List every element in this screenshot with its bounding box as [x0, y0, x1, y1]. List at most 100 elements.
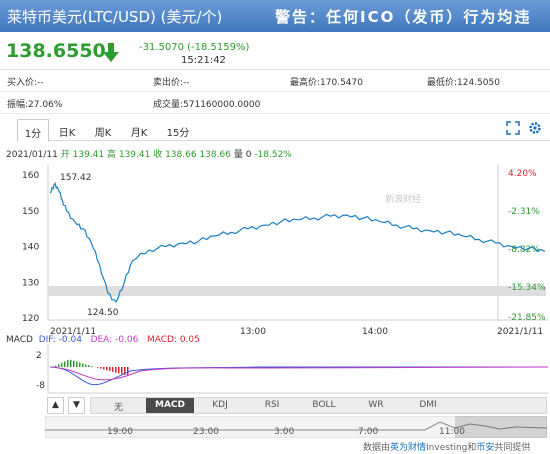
macd-label: MACD	[6, 335, 33, 345]
macd-bar	[76, 361, 78, 367]
low-price: 最低价:124.5050	[427, 78, 500, 88]
pct-tick-label: -15.34%	[508, 283, 546, 293]
bid-price: 买入价:--	[7, 78, 44, 88]
min-annotation: 124.50	[87, 308, 119, 318]
macd-bar	[118, 367, 120, 374]
credit-investing: Investing	[426, 443, 468, 453]
price-line	[49, 182, 546, 303]
fullscreen-icon[interactable]	[506, 121, 520, 135]
x-label-1400: 14:00	[362, 327, 388, 337]
macd-bar	[97, 367, 99, 368]
macd-bar	[100, 367, 102, 369]
macd-bar	[79, 362, 81, 367]
timeline-range-selector[interactable]	[455, 416, 547, 438]
pct-tick-label: -2.31%	[508, 207, 540, 217]
y-tick-label: 150	[22, 207, 39, 217]
macd-bar	[103, 367, 105, 370]
macd-bar	[88, 365, 90, 367]
current-price: 138.6550	[6, 40, 106, 62]
ohlc-high: 高 139.41	[106, 150, 151, 160]
watermark: 新浪财经	[385, 193, 421, 205]
quote-time: 15:21:42	[181, 55, 226, 66]
x-label-start: 2021/1/11	[50, 327, 96, 337]
macd-bar	[58, 364, 60, 367]
macd-bar	[124, 367, 126, 375]
warning-banner: 警告：任何ICO（发币）行为均违	[275, 8, 532, 26]
tab-15min[interactable]: 15分	[166, 128, 190, 139]
indicator-macd[interactable]: MACD	[146, 398, 194, 413]
tab-weekly[interactable]: 周K	[94, 128, 112, 139]
y-tick-label: 160	[22, 171, 39, 181]
indicator-boll[interactable]: BOLL	[312, 400, 336, 410]
scroll-up-button[interactable]: ▲	[47, 397, 64, 414]
ask-price: 卖出价:--	[153, 78, 190, 88]
credit-and: 和	[467, 443, 477, 453]
timeline-label: 3:00	[274, 427, 294, 437]
macd-bar	[121, 367, 123, 375]
ohlc-last: 138.66	[199, 150, 231, 160]
high-price: 最高价:170.5470	[290, 78, 363, 88]
credit-suffix: 共同提供	[494, 443, 531, 453]
indicator-wr[interactable]: WR	[368, 400, 384, 410]
volume: 成交量:571160000.0000	[153, 100, 261, 110]
credit-binance-link[interactable]: 币安	[476, 443, 495, 453]
macd-bar	[61, 362, 63, 367]
indicator-none[interactable]: 无	[113, 403, 123, 413]
macd-dea: DEA: -0.06	[90, 335, 139, 345]
price-band	[48, 286, 546, 296]
period-tabs: 1分 日K 周K 月K 15分	[17, 119, 550, 142]
macd-bar	[73, 360, 75, 367]
indicator-kdj[interactable]: KDJ	[212, 400, 228, 410]
macd-ytick-low: -8	[36, 381, 45, 391]
macd-dif: DIF: -0.04	[38, 335, 82, 345]
pct-tick-label: 4.20%	[508, 169, 537, 179]
dea-line	[49, 366, 549, 381]
stats-row-1: 买入价:-- 卖出价:-- 最高价:170.5470 最低价:124.5050	[0, 70, 550, 92]
macd-bar	[55, 365, 57, 367]
timeline-label: 19:00	[107, 427, 133, 437]
macd-bar	[85, 364, 87, 367]
ohlc-open: 开 139.41	[60, 150, 105, 160]
ohlc-close: 收 138.66	[153, 150, 197, 160]
y-tick-label: 140	[22, 243, 39, 253]
macd-bar	[70, 359, 72, 367]
timeline-label: 23:00	[193, 427, 219, 437]
stats-divider	[0, 69, 550, 70]
macd-legend: MACD DIF: -0.04 DEA: -0.06 MACD: 0.05	[6, 335, 200, 345]
macd-bar	[109, 367, 111, 371]
y-tick-label: 130	[22, 278, 39, 288]
macd-bar	[127, 367, 129, 376]
timeline-label: 11:00	[439, 427, 465, 437]
x-label-1300: 13:00	[240, 327, 266, 337]
data-credit: 数据由英为财情Investing和币安共同提供	[363, 440, 530, 453]
macd-value: MACD: 0.05	[146, 335, 200, 345]
timeline-label: 7:00	[358, 427, 378, 437]
tab-daily[interactable]: 日K	[58, 128, 76, 139]
x-label-end: 2021/1/11	[497, 327, 543, 337]
timeline-navigator[interactable]: 19:00 23:00 3:00 7:00 11:00	[45, 416, 547, 438]
macd-bar	[82, 363, 84, 367]
macd-bar	[106, 367, 108, 371]
macd-bar	[64, 361, 66, 367]
ohlc-bar: 2021/01/11 开 139.41 高 139.41 收 138.66 13…	[6, 147, 292, 160]
macd-bar	[112, 367, 114, 372]
macd-bar	[67, 360, 69, 367]
ohlc-pct: -18.52%	[254, 150, 292, 160]
ohlc-date: 2021/01/11	[6, 150, 58, 160]
indicator-dmi[interactable]: DMI	[419, 400, 437, 410]
y-tick-label: 120	[22, 314, 39, 324]
down-arrow-icon	[103, 43, 119, 62]
page-title: 莱特币美元(LTC/USD) (美元/个)	[7, 8, 223, 26]
tab-1min[interactable]: 1分	[17, 119, 49, 142]
amplitude: 振幅:27.06%	[7, 100, 63, 110]
credit-sina-link[interactable]: 英为财情	[390, 443, 427, 453]
macd-chart: 2 -8	[36, 345, 549, 394]
max-annotation: 157.42	[60, 173, 92, 183]
indicator-rsi[interactable]: RSI	[264, 400, 280, 410]
macd-ytick-high: 2	[36, 351, 42, 361]
scroll-down-button[interactable]: ▼	[68, 397, 85, 414]
tab-monthly[interactable]: 月K	[130, 128, 148, 139]
settings-icon[interactable]	[528, 121, 542, 135]
credit-prefix: 数据由	[363, 443, 391, 453]
